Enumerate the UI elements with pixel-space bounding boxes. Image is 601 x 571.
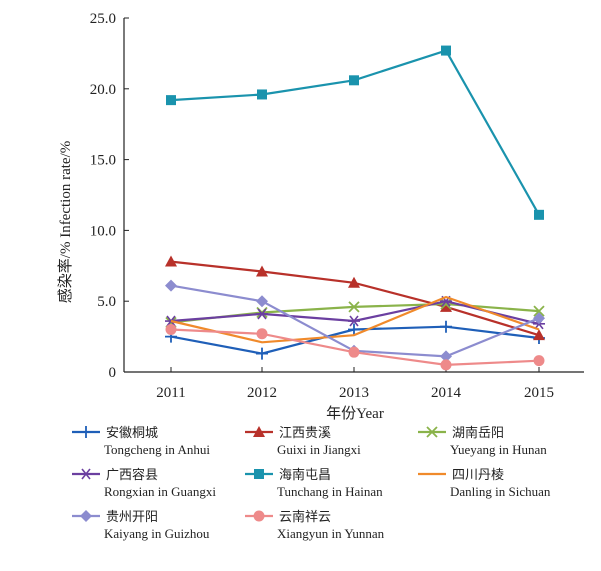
series-1 [165,255,545,341]
legend-item: 海南屯昌 Tunchang in Hainan [245,467,383,499]
series-line [170,260,540,337]
data-point [256,328,268,340]
legend-marker [426,426,438,438]
legend-marker [254,469,264,479]
series-lines [165,45,545,371]
legend-label-en: Danling in Sichuan [450,484,551,499]
legend-marker [80,426,92,438]
legend-marker [253,426,265,437]
series-4 [166,45,544,220]
x-tick-label: 2011 [156,385,185,401]
legend-label-en: Tunchang in Hainan [277,484,383,499]
legend-item: 安徽桐城 Tongcheng in Anhui [72,425,210,457]
legend-label-cn: 四川丹棱 [452,467,504,482]
data-point [166,95,176,106]
data-point [256,295,268,308]
y-tick-label: 0 [109,365,117,381]
data-point [440,359,452,371]
legend-label-en: Yueyang in Hunan [450,442,547,457]
data-point [256,308,268,320]
y-tick-label: 15.0 [90,153,116,169]
legend-label-cn: 湖南岳阳 [452,425,504,440]
x-tick-label: 2012 [247,385,277,401]
data-point [165,324,177,336]
legend-marker [80,510,92,522]
y-tick-label: 5.0 [97,294,116,310]
legend-label-cn: 广西容县 [106,467,158,482]
y-tick-label: 20.0 [90,82,116,98]
data-point [165,255,177,267]
x-axis-title: 年份Year [326,405,384,422]
legend-item: 江西贵溪 Guixi in Jiangxi [245,425,361,457]
data-point [533,312,545,325]
x-tick-label: 2014 [431,385,462,401]
data-point [348,315,360,327]
x-tick-label: 2013 [339,385,369,401]
series-5 [170,295,540,344]
data-point [440,350,452,363]
legend-label-en: Kaiyang in Guizhou [104,526,210,541]
legend-label-cn: 海南屯昌 [279,467,331,482]
data-point [348,276,360,288]
series-line [170,49,540,216]
data-point [257,89,267,100]
legend-item: 广西容县 Rongxian in Guangxi [72,467,216,499]
data-point [348,323,360,336]
legend-label-cn: 贵州开阳 [106,509,158,524]
x-tick-label: 2015 [524,385,554,401]
y-tick-label: 25.0 [90,11,116,27]
legend-label-cn: 云南祥云 [279,509,331,524]
y-tick-label: 10.0 [90,223,116,239]
x-tick-labels: 2011 2012 2013 2014 2015 [156,385,554,401]
data-point [348,346,360,358]
legend-label-en: Rongxian in Guangxi [104,484,216,499]
y-tick-labels: 0 5.0 10.0 15.0 20.0 25.0 [90,11,116,381]
data-point [533,355,545,367]
legend-label-cn: 江西贵溪 [279,425,331,440]
axes [123,17,584,373]
data-point [349,75,359,86]
data-point [441,45,451,56]
legend-label-en: Guixi in Jiangxi [277,442,361,457]
legend: 安徽桐城 Tongcheng in Anhui 江西贵溪 Guixi in Jiang… [72,425,551,541]
data-point [256,347,268,360]
series-7 [165,324,545,371]
y-axis-title: 感染率/% Infection rate/% [57,141,74,303]
data-point [534,209,544,220]
legend-label-cn: 安徽桐城 [106,425,158,440]
data-point [440,320,452,333]
legend-item: 湖南岳阳 Yueyang in Hunan [418,425,547,457]
data-point [256,265,268,277]
legend-marker [253,510,265,522]
data-point [165,279,177,292]
data-point [348,301,360,313]
legend-item: 四川丹棱 Danling in Sichuan [418,467,551,499]
legend-label-en: Xiangyun in Yunnan [277,526,385,541]
legend-item: 贵州开阳 Kaiyang in Guizhou [72,509,210,541]
series-line [170,295,540,344]
data-point [533,329,545,341]
legend-label-en: Tongcheng in Anhui [104,442,210,457]
data-point [533,305,545,317]
legend-marker [80,468,92,480]
legend-item: 云南祥云 Xiangyun in Yunnan [245,509,385,541]
data-point [440,300,452,312]
